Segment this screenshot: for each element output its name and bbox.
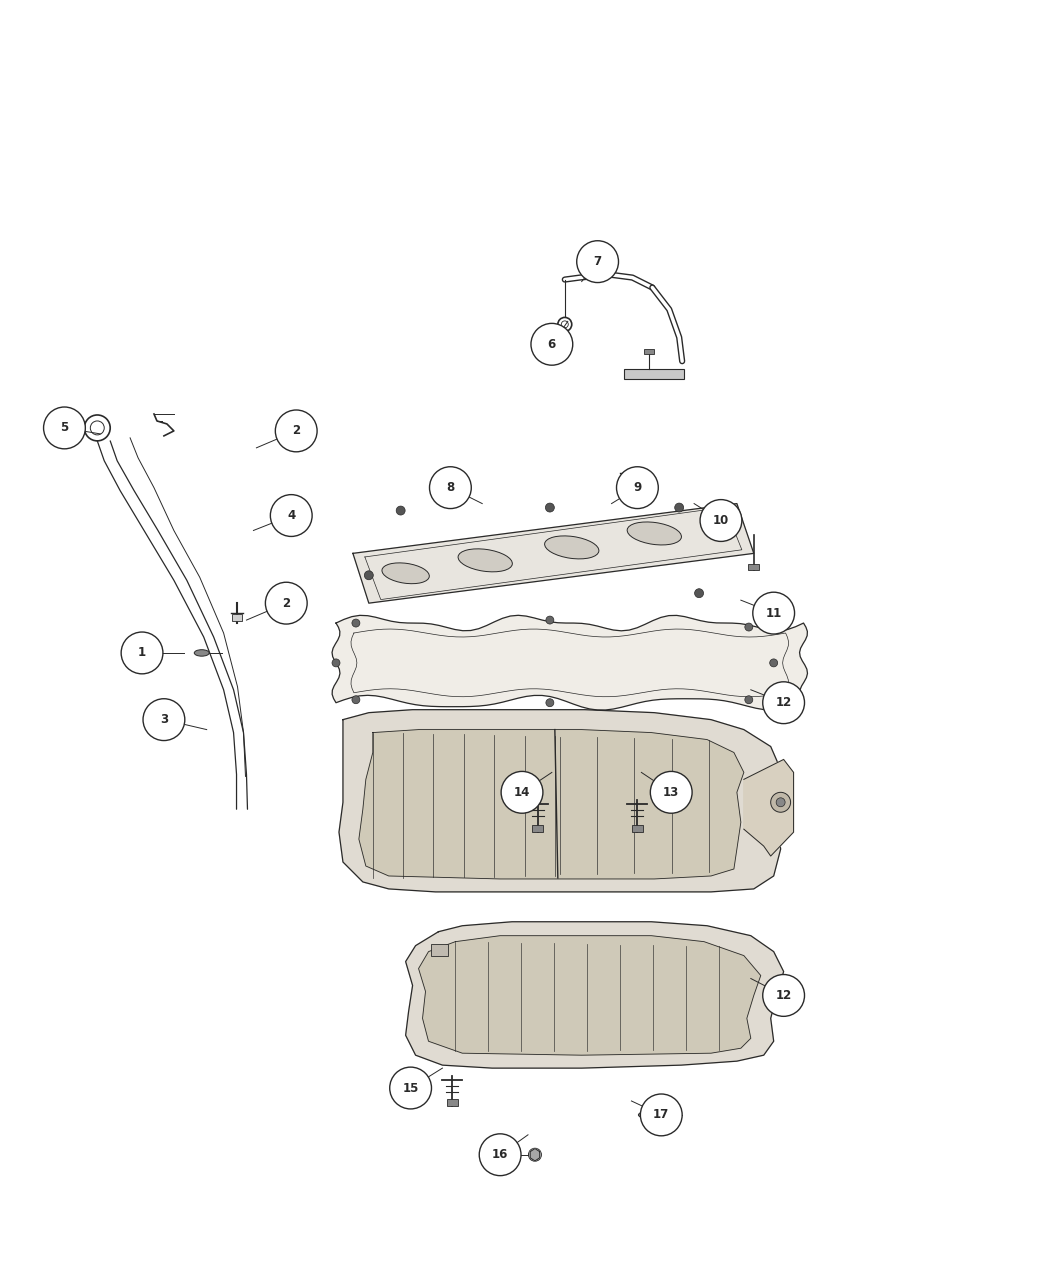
Polygon shape xyxy=(339,710,780,892)
Circle shape xyxy=(546,616,553,623)
Circle shape xyxy=(364,571,374,580)
Circle shape xyxy=(650,771,692,813)
Text: 6: 6 xyxy=(548,338,556,351)
Ellipse shape xyxy=(382,562,429,584)
Circle shape xyxy=(700,500,742,542)
Circle shape xyxy=(616,467,658,509)
Text: 3: 3 xyxy=(160,713,168,727)
Circle shape xyxy=(528,1149,542,1162)
Text: 10: 10 xyxy=(713,514,729,527)
Text: 17: 17 xyxy=(653,1108,670,1122)
Circle shape xyxy=(396,506,405,515)
Bar xyxy=(447,1099,458,1105)
Circle shape xyxy=(546,699,553,706)
Bar xyxy=(232,615,242,621)
Text: 8: 8 xyxy=(446,481,455,495)
Circle shape xyxy=(695,589,704,598)
Text: 9: 9 xyxy=(633,481,642,495)
Bar xyxy=(749,564,759,570)
Circle shape xyxy=(675,504,684,513)
Circle shape xyxy=(545,504,554,513)
Circle shape xyxy=(390,1067,432,1109)
Polygon shape xyxy=(530,1149,540,1162)
Polygon shape xyxy=(419,936,761,1056)
Circle shape xyxy=(576,241,618,283)
Polygon shape xyxy=(353,504,754,603)
Text: 5: 5 xyxy=(60,422,68,435)
Circle shape xyxy=(771,792,791,812)
Circle shape xyxy=(762,682,804,724)
Text: 12: 12 xyxy=(776,989,792,1002)
Circle shape xyxy=(722,529,732,538)
Circle shape xyxy=(266,583,308,623)
Circle shape xyxy=(762,974,804,1016)
Ellipse shape xyxy=(194,650,209,657)
Circle shape xyxy=(143,699,185,741)
Circle shape xyxy=(121,632,163,674)
Circle shape xyxy=(744,623,753,631)
Bar xyxy=(625,370,685,379)
Text: 1: 1 xyxy=(138,646,146,659)
Bar xyxy=(430,944,448,955)
Bar xyxy=(532,825,544,833)
Circle shape xyxy=(332,659,340,667)
Text: 16: 16 xyxy=(492,1149,508,1162)
Circle shape xyxy=(770,659,778,667)
Circle shape xyxy=(43,407,85,449)
Text: 2: 2 xyxy=(282,597,291,609)
Text: 4: 4 xyxy=(287,509,295,521)
Text: 12: 12 xyxy=(776,696,792,709)
Text: 2: 2 xyxy=(292,425,300,437)
Circle shape xyxy=(501,771,543,813)
Text: 13: 13 xyxy=(664,785,679,799)
Bar xyxy=(632,825,643,833)
Ellipse shape xyxy=(545,536,598,558)
Polygon shape xyxy=(332,616,807,710)
Circle shape xyxy=(275,411,317,451)
Circle shape xyxy=(429,467,471,509)
Circle shape xyxy=(270,495,312,537)
Text: 11: 11 xyxy=(765,607,782,620)
Circle shape xyxy=(640,1094,682,1136)
Bar xyxy=(645,349,654,354)
Polygon shape xyxy=(743,760,794,856)
Circle shape xyxy=(753,592,795,634)
Ellipse shape xyxy=(638,1112,650,1118)
Circle shape xyxy=(744,696,753,704)
Polygon shape xyxy=(359,729,743,878)
Circle shape xyxy=(479,1133,521,1176)
Ellipse shape xyxy=(458,548,512,571)
Ellipse shape xyxy=(627,521,681,544)
Circle shape xyxy=(531,324,572,365)
Circle shape xyxy=(352,696,360,704)
Polygon shape xyxy=(405,922,783,1068)
Text: 14: 14 xyxy=(513,785,530,799)
Circle shape xyxy=(776,798,785,807)
Circle shape xyxy=(352,620,360,627)
Text: 7: 7 xyxy=(593,255,602,268)
Text: 15: 15 xyxy=(402,1081,419,1094)
